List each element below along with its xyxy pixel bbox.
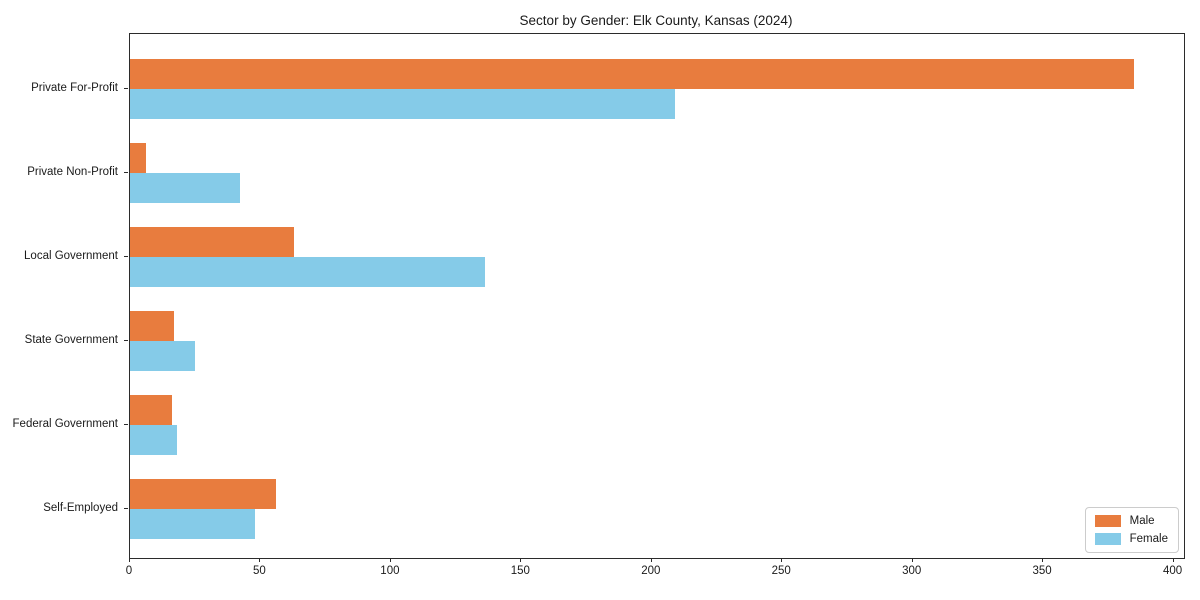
bar-male-self-employed: [130, 479, 277, 509]
x-tick-200: [650, 558, 652, 562]
x-tick-150: [520, 558, 522, 562]
bar-female-state-government: [130, 341, 196, 371]
y-tick-label-federal-government: Federal Government: [12, 418, 118, 430]
x-tick-400: [1172, 558, 1174, 562]
bar-female-local-government: [130, 257, 485, 287]
x-tick-label-50: 50: [253, 565, 266, 577]
x-tick-label-0: 0: [125, 565, 133, 577]
bar-female-private-for-profit: [130, 89, 676, 119]
y-tick-label-local-government: Local Government: [24, 250, 118, 262]
y-tick-label-state-government: State Government: [24, 334, 118, 346]
x-tick-label-400: 400: [1162, 565, 1183, 577]
x-tick-50: [259, 558, 261, 562]
y-tick-private-non-profit: [124, 172, 128, 173]
legend-swatch-female: [1094, 533, 1121, 545]
bar-male-state-government: [130, 311, 175, 341]
bar-female-self-employed: [130, 509, 256, 539]
y-tick-federal-government: [124, 424, 128, 425]
chart-title: Sector by Gender: Elk County, Kansas (20…: [519, 13, 793, 28]
bar-male-local-government: [130, 227, 295, 257]
y-tick-label-private-for-profit: Private For-Profit: [31, 82, 118, 94]
legend-label-female: Female: [1129, 533, 1168, 545]
plot-area: Male Female: [129, 33, 1185, 559]
legend-swatch-male: [1094, 515, 1121, 527]
bar-male-private-for-profit: [130, 59, 1135, 89]
legend: Male Female: [1084, 507, 1179, 553]
y-tick-local-government: [124, 256, 128, 257]
bar-male-private-non-profit: [130, 143, 146, 173]
bar-female-federal-government: [130, 425, 177, 455]
x-tick-300: [911, 558, 913, 562]
legend-label-male: Male: [1129, 515, 1155, 527]
x-tick-label-300: 300: [902, 565, 922, 577]
x-tick-250: [781, 558, 783, 562]
x-tick-0: [129, 558, 130, 562]
y-tick-label-self-employed: Self-Employed: [43, 502, 118, 514]
x-tick-label-100: 100: [380, 565, 400, 577]
bar-male-federal-government: [130, 395, 172, 425]
y-tick-state-government: [124, 340, 128, 341]
x-axis: 0 50 100 150 200 250 300 350 400: [125, 558, 1183, 600]
y-tick-label-private-non-profit: Private Non-Profit: [27, 166, 118, 178]
y-tick-private-for-profit: [124, 88, 128, 89]
y-axis: Private For-Profit Private Non-Profit Loca…: [0, 33, 129, 557]
y-tick-self-employed: [124, 508, 128, 509]
x-tick-label-200: 200: [641, 565, 661, 577]
legend-item-male: Male: [1094, 515, 1168, 527]
x-tick-350: [1042, 558, 1044, 562]
x-tick-100: [389, 558, 391, 562]
x-tick-label-150: 150: [510, 565, 530, 577]
legend-item-female: Female: [1094, 533, 1168, 545]
x-tick-label-250: 250: [771, 565, 791, 577]
x-tick-label-350: 350: [1032, 565, 1052, 577]
bar-female-private-non-profit: [130, 173, 240, 203]
